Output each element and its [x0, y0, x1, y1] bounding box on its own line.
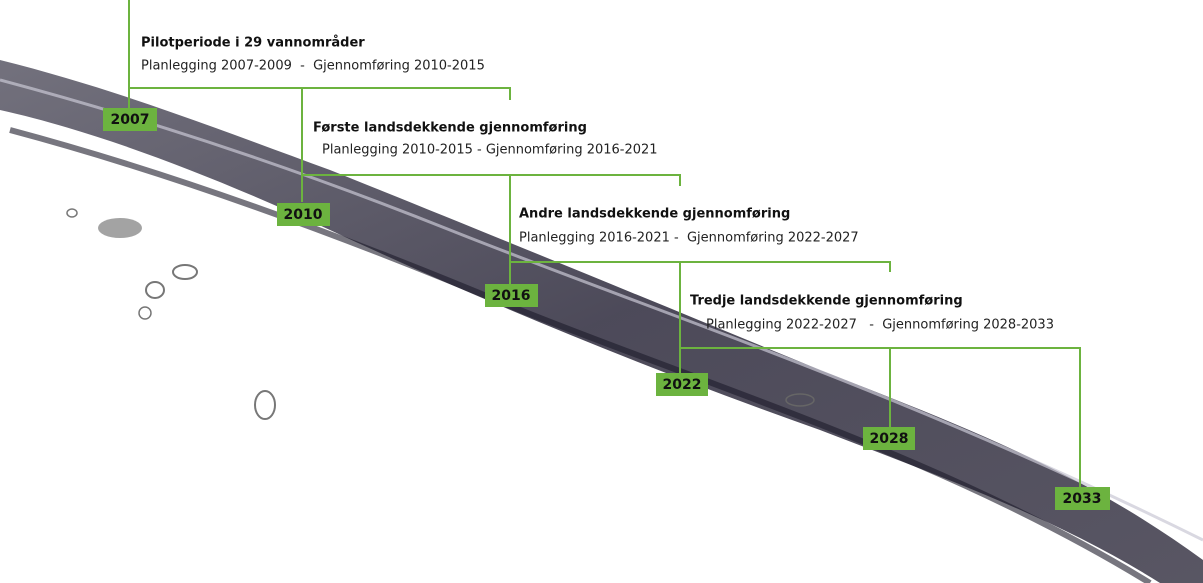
- phase-title: Pilotperiode i 29 vannområder: [141, 36, 365, 51]
- phase-title: Første landsdekkende gjennomføring: [313, 121, 587, 136]
- year-label: 2033: [1063, 491, 1102, 507]
- year-label: 2016: [492, 288, 531, 304]
- phase-description: Planlegging 2007-2009 - Gjennomføring 20…: [141, 59, 485, 74]
- phase-description: Planlegging 2022-2027 - Gjennomføring 20…: [706, 318, 1054, 333]
- year-label: 2028: [870, 431, 909, 447]
- year-label: 2010: [284, 207, 323, 223]
- phase-description: Planlegging 2010-2015 - Gjennomføring 20…: [322, 143, 658, 158]
- phase-title: Tredje landsdekkende gjennomføring: [690, 294, 963, 309]
- phase-description: Planlegging 2016-2021 - Gjennomføring 20…: [519, 231, 859, 246]
- phase-title: Andre landsdekkende gjennomføring: [519, 207, 790, 222]
- timeline-diagram: Pilotperiode i 29 vannområder Planleggin…: [0, 0, 1203, 583]
- year-label: 2007: [111, 112, 150, 128]
- year-label: 2022: [663, 377, 702, 393]
